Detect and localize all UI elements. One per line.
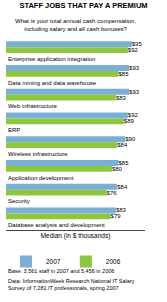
svg-text:Base: 3,561 staff in 2007 and: Base: 3,561 staff in 2007 and 5,456 in 2… xyxy=(8,268,114,274)
svg-text:$89: $89 xyxy=(124,118,135,124)
svg-text:$92: $92 xyxy=(128,112,139,118)
svg-text:$95: $95 xyxy=(132,41,143,47)
svg-text:$85: $85 xyxy=(119,71,130,77)
svg-text:What is your total annual cash: What is your total annual cash compensat… xyxy=(15,18,136,32)
svg-text:Median (in $ thousands): Median (in $ thousands) xyxy=(41,232,111,240)
svg-text:$93: $93 xyxy=(129,65,140,71)
svg-text:$90: $90 xyxy=(125,136,136,142)
svg-text:Database analysis and developm: Database analysis and development xyxy=(8,222,105,228)
svg-text:STAFF JOBS THAT PAY A PREMIUM: STAFF JOBS THAT PAY A PREMIUM xyxy=(19,1,147,10)
svg-text:ERP: ERP xyxy=(8,127,20,133)
svg-text:$85: $85 xyxy=(119,160,130,166)
svg-text:$84: $84 xyxy=(117,142,128,148)
svg-text:$76: $76 xyxy=(107,190,118,196)
svg-text:2006: 2006 xyxy=(106,258,121,265)
svg-text:$80: $80 xyxy=(112,166,123,172)
svg-text:$79: $79 xyxy=(111,213,122,219)
svg-text:$83: $83 xyxy=(116,95,127,101)
svg-text:$84: $84 xyxy=(117,184,128,190)
svg-text:Enterprise application integra: Enterprise application integration xyxy=(8,56,95,62)
svg-text:$93: $93 xyxy=(129,89,140,95)
svg-text:Data: InformationWeek Research: Data: InformationWeek Research National … xyxy=(8,278,135,291)
svg-text:2007: 2007 xyxy=(46,258,61,265)
svg-text:Security: Security xyxy=(8,198,30,204)
svg-text:$83: $83 xyxy=(116,207,127,213)
svg-text:Wireless infrastructure: Wireless infrastructure xyxy=(8,151,68,157)
svg-text:Data mining and data warehouse: Data mining and data warehouse xyxy=(8,80,97,86)
svg-text:$92: $92 xyxy=(128,47,139,53)
svg-text:Web infrastructure: Web infrastructure xyxy=(8,103,58,109)
svg-text:Application development: Application development xyxy=(8,175,74,181)
